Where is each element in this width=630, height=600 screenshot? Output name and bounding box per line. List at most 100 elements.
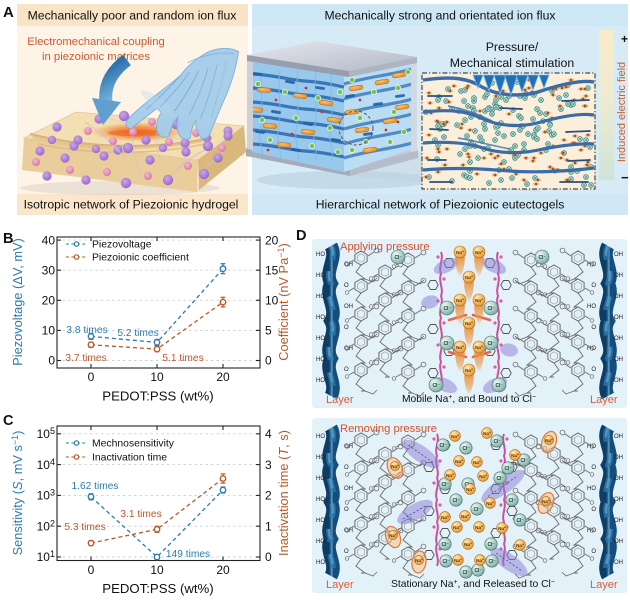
- svg-text:20: 20: [42, 294, 56, 308]
- svg-text:O: O: [591, 325, 596, 331]
- svg-text:149 times: 149 times: [166, 549, 210, 560]
- svg-text:O: O: [344, 549, 349, 555]
- svg-text:HO: HO: [316, 336, 325, 342]
- svg-text:Cl−: Cl−: [441, 542, 448, 549]
- svg-text:Mechnosensitivity: Mechnosensitivity: [92, 439, 175, 450]
- svg-text:20: 20: [216, 370, 230, 384]
- svg-text:103: 103: [37, 488, 55, 503]
- svg-text:PEDOT:PSS (wt%): PEDOT:PSS (wt%): [102, 389, 213, 404]
- svg-text:Layer: Layer: [326, 579, 354, 591]
- svg-text:Na+: Na+: [455, 458, 463, 463]
- svg-text:Piezoionic coefficient: Piezoionic coefficient: [92, 253, 189, 264]
- svg-text:105: 105: [37, 426, 55, 441]
- svg-text:Cl−: Cl−: [432, 383, 439, 390]
- svg-text:OH: OH: [614, 518, 623, 524]
- svg-text:Cl−: Cl−: [488, 559, 495, 566]
- svg-text:Cl−: Cl−: [520, 458, 527, 465]
- svg-text:3.8 times: 3.8 times: [66, 325, 107, 336]
- svg-text:Na+: Na+: [454, 557, 462, 562]
- svg-text:Na+: Na+: [465, 367, 473, 372]
- svg-text:Cl−: Cl−: [439, 443, 446, 450]
- svg-text:Na+: Na+: [516, 542, 524, 547]
- svg-text:0: 0: [48, 354, 55, 368]
- svg-text:B: B: [3, 231, 13, 247]
- svg-text:HO: HO: [316, 539, 325, 545]
- svg-text:HO: HO: [316, 294, 325, 300]
- svg-text:OH: OH: [614, 273, 623, 279]
- svg-text:HO: HO: [587, 346, 596, 352]
- svg-text:10: 10: [265, 294, 279, 308]
- svg-text:C: C: [3, 413, 14, 429]
- svg-text:0: 0: [265, 550, 272, 564]
- svg-text:Na+: Na+: [479, 473, 487, 478]
- svg-text:HO: HO: [587, 486, 596, 492]
- svg-text:Cl−: Cl−: [473, 507, 480, 514]
- svg-text:OH: OH: [614, 560, 623, 566]
- svg-text:Na+: Na+: [498, 525, 506, 530]
- svg-text:Na+: Na+: [415, 557, 423, 562]
- svg-text:OH: OH: [614, 294, 623, 300]
- svg-text:Cl−: Cl−: [508, 498, 515, 505]
- svg-text:Coefficient (nV Pa−1): Coefficient (nV Pa−1): [276, 243, 291, 360]
- svg-text:Na+: Na+: [476, 557, 484, 562]
- svg-text:Cl−: Cl−: [452, 498, 459, 505]
- svg-text:Piezovoltage (ΔV, mV): Piezovoltage (ΔV, mV): [10, 238, 25, 366]
- svg-text:+: +: [621, 32, 628, 46]
- svg-text:1.62 times: 1.62 times: [72, 481, 119, 492]
- svg-text:OH: OH: [614, 378, 623, 384]
- svg-text:0: 0: [88, 370, 95, 384]
- svg-text:101: 101: [37, 549, 55, 564]
- svg-text:O: O: [591, 283, 596, 289]
- svg-text:Pressure/: Pressure/: [486, 40, 539, 54]
- svg-text:Na+: Na+: [446, 472, 454, 477]
- svg-text:OH: OH: [614, 315, 623, 321]
- svg-text:OH: OH: [344, 304, 353, 310]
- svg-text:Cl−: Cl−: [487, 542, 494, 549]
- svg-text:Cl−: Cl−: [538, 255, 545, 262]
- svg-text:Na+: Na+: [391, 463, 399, 468]
- svg-text:HO: HO: [316, 252, 325, 258]
- svg-text:O: O: [344, 283, 349, 289]
- svg-text:15: 15: [265, 263, 279, 277]
- svg-text:Cl−: Cl−: [516, 518, 523, 525]
- svg-text:Na+: Na+: [461, 513, 469, 518]
- svg-text:30: 30: [42, 263, 56, 277]
- svg-text:5.2 times: 5.2 times: [117, 328, 158, 339]
- svg-text:Na+: Na+: [465, 320, 473, 325]
- svg-text:Isotropic network of Piezoioni: Isotropic network of Piezoionic hydrogel: [24, 198, 239, 212]
- svg-text:5.3 times: 5.3 times: [64, 522, 105, 533]
- svg-text:HO: HO: [587, 444, 596, 450]
- svg-text:Cl−: Cl−: [462, 570, 469, 577]
- svg-text:Inactivation time (T, s): Inactivation time (T, s): [276, 430, 291, 556]
- svg-text:in piezoionic matrices: in piezoionic matrices: [42, 51, 150, 63]
- svg-text:O: O: [344, 367, 349, 373]
- svg-text:3.7 times: 3.7 times: [65, 353, 106, 364]
- svg-text:10: 10: [150, 370, 164, 384]
- svg-text:O: O: [344, 465, 349, 471]
- svg-text:OH: OH: [614, 357, 623, 363]
- svg-text:O: O: [344, 325, 349, 331]
- svg-text:Cl−: Cl−: [442, 559, 449, 566]
- svg-text:OH: OH: [614, 252, 623, 258]
- svg-text:OH: OH: [614, 476, 623, 482]
- svg-text:5.1 times: 5.1 times: [162, 353, 203, 364]
- svg-text:3.1 times: 3.1 times: [120, 509, 161, 520]
- svg-text:0: 0: [265, 354, 272, 368]
- svg-text:Cl−: Cl−: [443, 341, 450, 348]
- svg-text:Na+: Na+: [486, 500, 494, 505]
- svg-text:Cl−: Cl−: [474, 568, 481, 575]
- svg-text:HO: HO: [316, 273, 325, 279]
- svg-text:40: 40: [42, 233, 56, 247]
- svg-text:Mechanically strong and orient: Mechanically strong and orientated ion f…: [324, 9, 555, 23]
- svg-text:OH: OH: [614, 336, 623, 342]
- svg-text:OH: OH: [614, 497, 623, 503]
- svg-text:O: O: [591, 507, 596, 513]
- svg-text:10: 10: [150, 563, 164, 577]
- svg-text:Na+: Na+: [451, 433, 459, 438]
- svg-text:Mechanically poor and random i: Mechanically poor and random ion flux: [28, 9, 237, 23]
- svg-text:20: 20: [265, 233, 279, 247]
- svg-text:104: 104: [37, 457, 55, 472]
- svg-text:OH: OH: [614, 539, 623, 545]
- svg-text:Na+: Na+: [483, 430, 491, 435]
- svg-text:PEDOT:PSS (wt%): PEDOT:PSS (wt%): [102, 581, 213, 596]
